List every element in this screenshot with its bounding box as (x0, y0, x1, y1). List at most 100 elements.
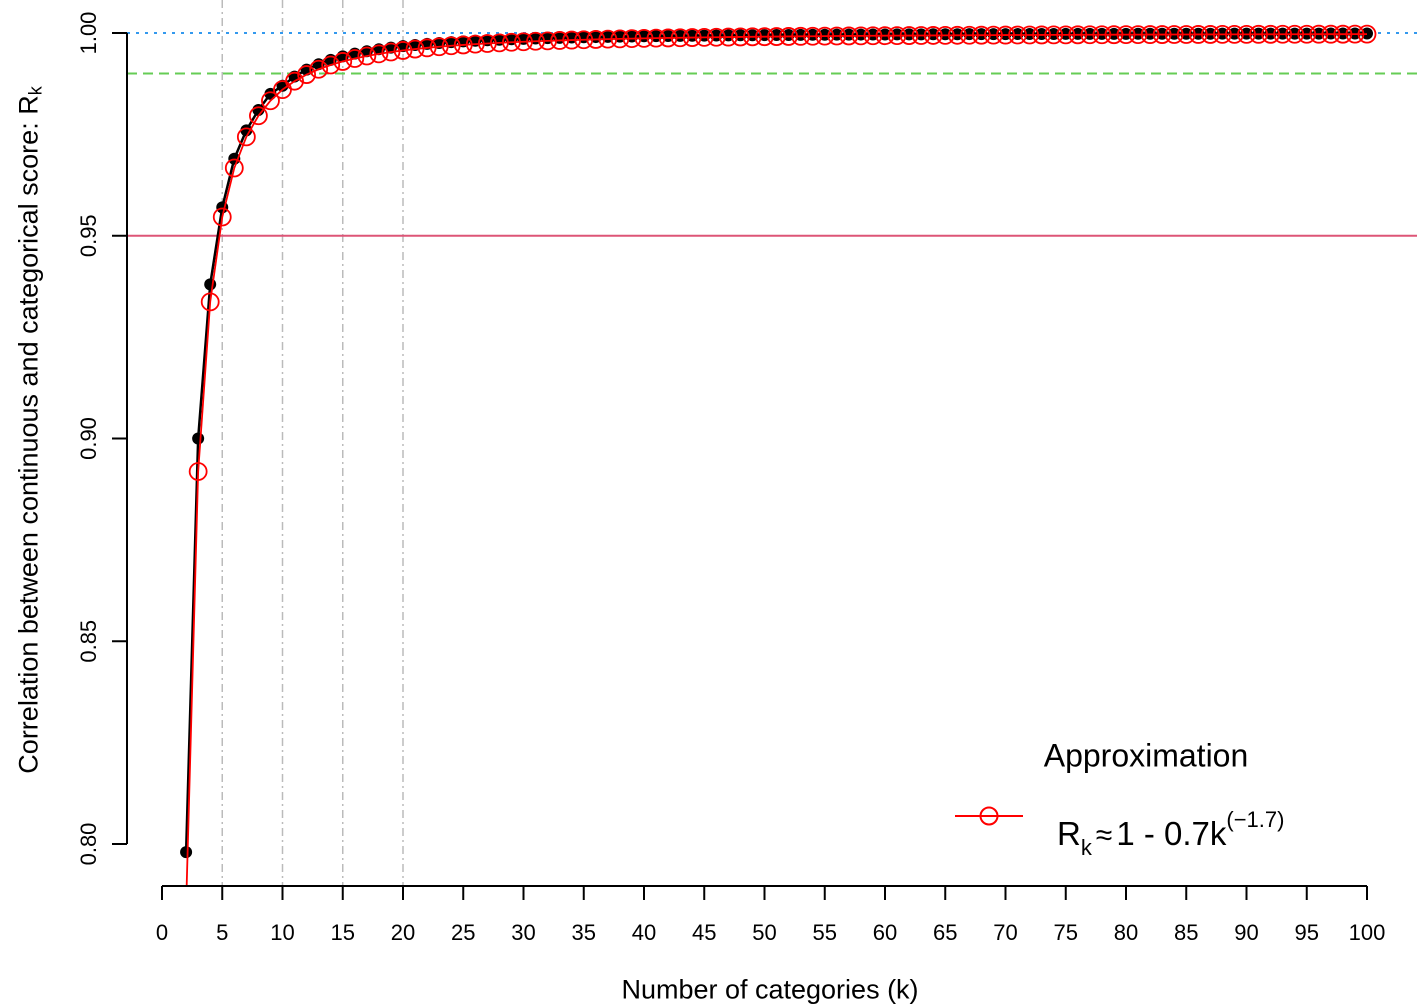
approx-point (1164, 25, 1184, 44)
approx-point (1333, 24, 1353, 44)
approx-point (1104, 25, 1124, 45)
legend-approx-symbol: ≈ (1095, 819, 1113, 852)
exact-point (192, 432, 205, 445)
approx-point (755, 27, 774, 47)
approx-point (489, 33, 509, 53)
approx-point (586, 30, 606, 49)
x-tick-label: 40 (632, 920, 656, 945)
y-axis-title-text: Correlation between continuous and categ… (13, 95, 44, 774)
approx-point (1213, 25, 1232, 44)
x-tick-label: 75 (1054, 920, 1078, 945)
approx-point (1080, 25, 1100, 45)
approx-point (1068, 25, 1088, 45)
approx-point (441, 36, 461, 56)
approx-point (839, 26, 859, 46)
approx-point (369, 44, 389, 64)
approx-point (911, 26, 931, 45)
approx-point (357, 46, 377, 66)
approx-point (622, 29, 642, 49)
x-tick-label: 5 (216, 920, 228, 945)
y-tick-label: 0.95 (76, 214, 101, 257)
legend-marker (955, 806, 1023, 826)
approx-point (309, 59, 329, 79)
approx-point (188, 462, 208, 481)
approx-point (550, 31, 570, 50)
approx-point (1128, 25, 1148, 45)
approx-point (200, 292, 220, 312)
approx-point (972, 25, 991, 45)
x-tick-label: 65 (933, 920, 957, 945)
approx-point (538, 31, 557, 51)
approx-point (297, 65, 317, 84)
x-tick-label: 55 (813, 920, 837, 945)
approx-point (1092, 25, 1112, 45)
approx-point (827, 26, 847, 46)
exact-point (180, 846, 193, 859)
approx-point (562, 30, 582, 50)
approx-point (526, 31, 545, 51)
approx-point (694, 27, 714, 47)
approx-point (224, 158, 244, 178)
approx-point (393, 41, 413, 60)
approx-point (743, 27, 762, 47)
legend-k-subscript: k (1080, 835, 1092, 860)
approx-point (610, 29, 630, 49)
approx-point (706, 27, 726, 47)
approx-point (718, 27, 738, 47)
y-axis-title-wrap: Correlation between continuous and categ… (0, 0, 60, 886)
approx-point (574, 30, 594, 50)
approx-point (767, 27, 786, 46)
approx-point (1152, 25, 1172, 44)
approx-point (923, 26, 943, 45)
approx-point (1225, 24, 1244, 44)
x-tick-label: 95 (1295, 920, 1319, 945)
reference-lines (127, 0, 1417, 886)
approx-point (1357, 24, 1377, 44)
y-axis-title: Correlation between continuous and categ… (14, 86, 47, 773)
approx-point (682, 28, 702, 47)
legend-r: R (1057, 815, 1081, 852)
x-tick-label: 10 (270, 920, 294, 945)
approx-point (646, 28, 666, 48)
exact-point (204, 278, 217, 291)
approx-point (285, 71, 304, 91)
approx-point (935, 25, 955, 45)
axes: 0.80 0.85 0.90 0.95 1.00 0 5 10 15 20 25 30 35 40 45 50… (76, 12, 1385, 945)
approx-point (658, 28, 678, 48)
approx-point (791, 26, 811, 46)
approx-point (731, 27, 750, 47)
approx-point (1237, 24, 1256, 44)
approx-point (598, 29, 618, 49)
approx-point (1345, 24, 1365, 44)
x-tick-label: 90 (1234, 920, 1258, 945)
y-tick-label: 0.85 (76, 620, 101, 663)
x-axis-title: Number of categories (k) (621, 974, 919, 1005)
approx-point (1116, 25, 1136, 45)
legend-title: Approximation (1043, 737, 1249, 774)
x-tick-label: 100 (1349, 920, 1386, 945)
approx-point (996, 25, 1015, 45)
approx-point (514, 32, 533, 52)
legend-exponent: (−1.7) (1226, 807, 1285, 832)
approx-point (453, 35, 473, 55)
approx-point (261, 91, 280, 111)
approx-point (1200, 25, 1220, 44)
approx-point (1032, 25, 1052, 45)
x-tick-label: 25 (451, 920, 475, 945)
x-tick-label: 50 (752, 920, 776, 945)
y-tick-label: 1.00 (76, 12, 101, 55)
approx-point (477, 34, 497, 53)
approx-point (634, 28, 654, 48)
approx-point (1176, 25, 1196, 44)
approx-point (417, 38, 437, 58)
approx-point (984, 25, 1003, 45)
x-tick-label: 30 (511, 920, 535, 945)
approximation-series (185, 24, 1377, 886)
approx-point (1285, 24, 1305, 44)
approx-point (333, 52, 353, 71)
approx-point (887, 26, 907, 46)
x-tick-label: 0 (156, 920, 168, 945)
approx-point (502, 32, 521, 52)
approx-point (212, 207, 232, 227)
legend-label: Rk ≈1 - 0.7k(−1.7) (1057, 800, 1284, 868)
